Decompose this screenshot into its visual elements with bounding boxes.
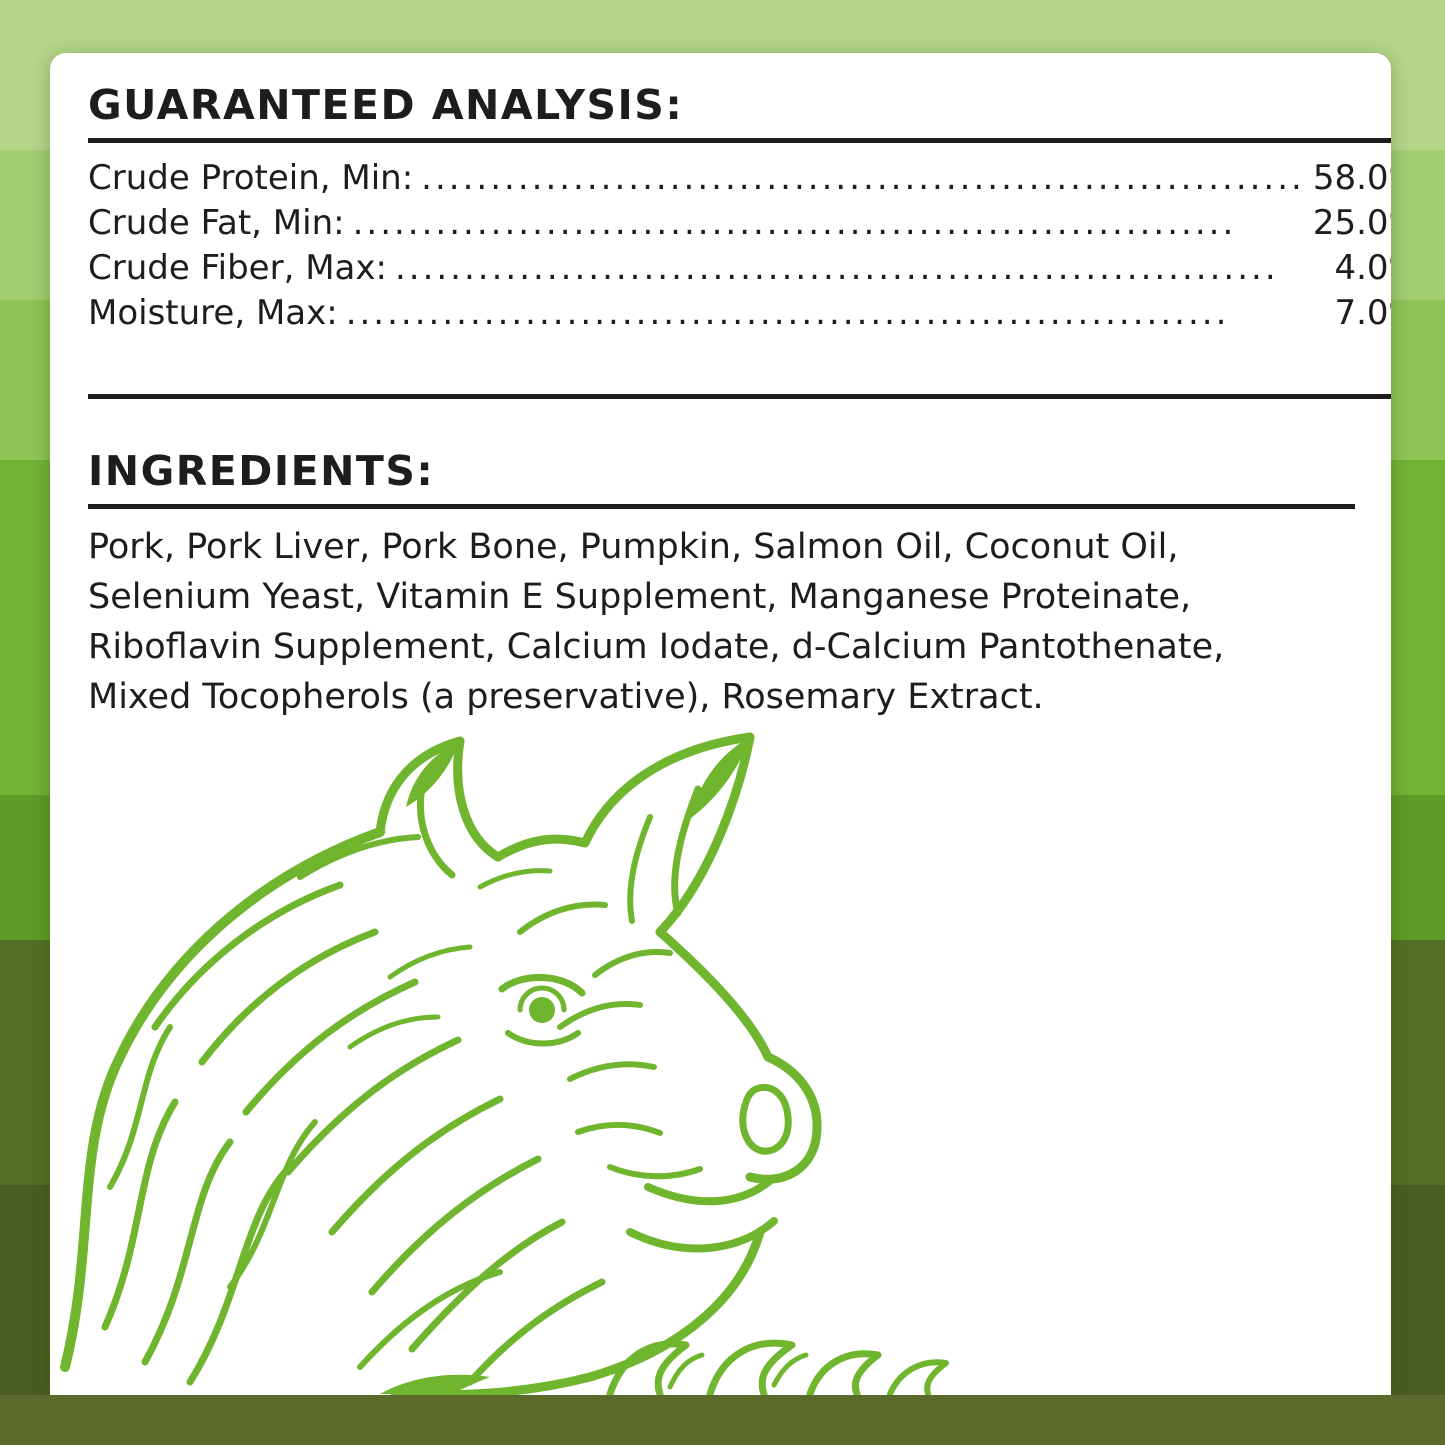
- ingredients-line: Riboflavin Supplement, Calcium Iodate, d…: [88, 626, 1225, 667]
- nutrient-label: Crude Protein, Min:: [88, 157, 414, 198]
- ingredients-paragraph: Pork, Pork Liver, Pork Bone, Pumpkin, Sa…: [88, 522, 1355, 722]
- bottom-band: [0, 1395, 1445, 1445]
- nutrient-label: Crude Fiber, Max:: [88, 247, 387, 288]
- ingredients-section: INGREDIENTS: Pork, Pork Liver, Pork Bone…: [88, 448, 1355, 722]
- pig-illustration: [50, 727, 1210, 1395]
- nutrient-value: 25.0%: [1312, 202, 1391, 243]
- nutrient-value: 7.0%: [1334, 292, 1391, 333]
- label-card-content: GUARANTEED ANALYSIS: Crude Protein, Min:…: [50, 53, 1391, 722]
- guaranteed-analysis-title: GUARANTEED ANALYSIS:: [88, 82, 1391, 143]
- dot-leader: ........................................…: [352, 202, 1237, 243]
- dot-leader: ........................................…: [394, 247, 1279, 288]
- ingredients-line: Mixed Tocopherols (a preservative), Rose…: [88, 676, 1044, 717]
- nutrient-value: 58.0%: [1312, 157, 1391, 198]
- table-row: Crude Fat, Min: ........................…: [88, 201, 1391, 246]
- ingredients-line: Pork, Pork Liver, Pork Bone, Pumpkin, Sa…: [88, 526, 1179, 567]
- nutrient-label: Crude Fat, Min:: [88, 202, 345, 243]
- table-row: Moisture, Max: .........................…: [88, 291, 1391, 336]
- ingredients-title: INGREDIENTS:: [88, 448, 1355, 509]
- dot-leader: ........................................…: [345, 292, 1230, 333]
- guaranteed-analysis-section: GUARANTEED ANALYSIS: Crude Protein, Min:…: [88, 82, 1391, 399]
- table-row: Crude Protein, Min: ....................…: [88, 156, 1391, 201]
- nutrient-value: 4.0%: [1334, 247, 1391, 288]
- table-row: Crude Fiber, Max: ......................…: [88, 246, 1391, 291]
- ingredients-line: Selenium Yeast, Vitamin E Supplement, Ma…: [88, 576, 1192, 617]
- guaranteed-analysis-table: Crude Protein, Min: ....................…: [88, 156, 1391, 336]
- dot-leader: ........................................…: [421, 157, 1305, 198]
- label-card: GUARANTEED ANALYSIS: Crude Protein, Min:…: [50, 53, 1391, 1395]
- analysis-calorie-row: GUARANTEED ANALYSIS: Crude Protein, Min:…: [88, 82, 1391, 399]
- nutrient-label: Moisture, Max:: [88, 292, 338, 333]
